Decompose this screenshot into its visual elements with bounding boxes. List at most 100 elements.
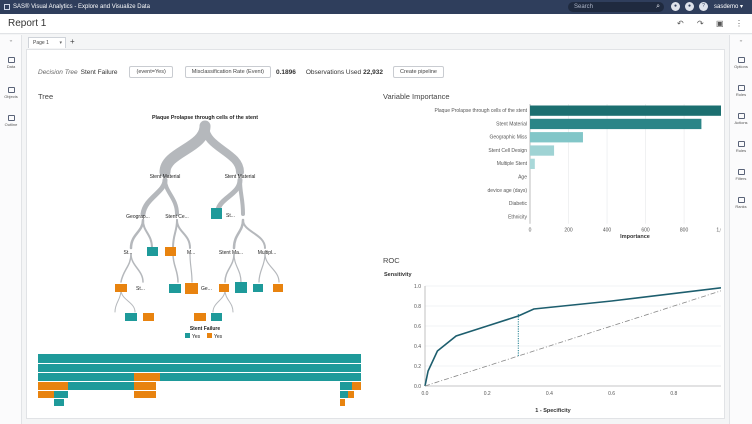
chevron-down-icon[interactable]: ▾ <box>59 40 62 46</box>
create-pipeline-button[interactable]: Create pipeline <box>393 66 444 78</box>
tree-leaf-no[interactable] <box>185 283 198 294</box>
help-circle-icon[interactable]: ● <box>671 2 680 11</box>
tree-node-label[interactable]: St... <box>226 213 235 219</box>
tree-leaf-no[interactable] <box>219 284 229 292</box>
tree-node-label[interactable]: Stent Material <box>225 174 256 180</box>
vi-tick-labels: 0 200 400 600 800 1,000 <box>529 228 721 234</box>
tree-leaf-no[interactable] <box>143 313 154 321</box>
help-icon[interactable]: ? <box>699 2 708 11</box>
left-rail-objects[interactable]: Objects <box>0 87 22 99</box>
icicle-node <box>54 399 64 406</box>
vi-bar[interactable] <box>530 158 535 169</box>
tree-node-label[interactable]: Geograp... <box>126 214 150 220</box>
roc-y-tick-label: 0.2 <box>414 364 421 370</box>
tree-root-label[interactable]: Plaque Prolapse through cells of the ste… <box>152 115 258 121</box>
roc-baseline[interactable] <box>424 286 721 387</box>
tree-node-label[interactable]: St... <box>124 250 133 256</box>
tree-node-label[interactable]: M... <box>187 250 195 256</box>
tree-leaf-yes[interactable] <box>253 284 263 292</box>
actions-icon <box>737 113 745 119</box>
right-rail-options[interactable]: Options <box>730 57 752 69</box>
roc-y-tick-label: 1.0 <box>414 284 421 290</box>
save-icon[interactable]: ▣ <box>716 19 724 28</box>
right-rail-rules[interactable]: Rules <box>730 141 752 153</box>
vi-tick-label: 1,000 <box>716 228 721 234</box>
vi-bar[interactable] <box>530 118 702 130</box>
tree-node-label[interactable]: Stent Ma... <box>219 250 243 256</box>
vi-bar[interactable] <box>530 132 583 143</box>
tree-leaf-yes[interactable] <box>169 284 181 293</box>
right-rail-filters[interactable]: Filters <box>730 169 752 181</box>
right-rail-label: Roles <box>735 92 747 97</box>
metric-select-button[interactable]: Misclassification Rate (Event) <box>184 66 271 78</box>
left-rail-label: Data <box>6 64 16 69</box>
tree-leaf-no[interactable] <box>165 247 176 256</box>
collapse-left-icon[interactable]: ‹‹ <box>9 38 13 43</box>
left-rail-data[interactable]: Data <box>0 57 22 69</box>
icicle-node <box>160 373 340 381</box>
icicle-node <box>348 391 354 398</box>
roc-x-tick-label: 0.8 <box>670 391 677 397</box>
collapse-right-icon[interactable]: ›› <box>739 38 743 43</box>
legend-swatch-no <box>207 333 212 338</box>
right-rail-ranks[interactable]: Ranks <box>730 197 752 209</box>
app-title: SAS® Visual Analytics - Explore and Visu… <box>13 4 150 10</box>
tree-leaf-no[interactable] <box>194 313 206 321</box>
redo-icon[interactable]: ↷ <box>697 19 704 28</box>
icicle-node <box>340 382 352 390</box>
add-page-icon[interactable]: + <box>70 37 75 46</box>
tree-node-label[interactable]: Stent Material <box>150 174 181 180</box>
icicle-node <box>68 382 134 390</box>
vi-tick-label: 600 <box>641 228 650 234</box>
search-icon[interactable]: ⌕ <box>656 3 660 10</box>
tree-leaf-yes[interactable] <box>211 313 222 321</box>
event-button[interactable]: (event=Yes) <box>129 66 173 78</box>
tree-leaf-yes[interactable] <box>211 208 222 219</box>
user-menu[interactable]: sasdemo ▾ <box>714 4 744 10</box>
database-icon <box>7 57 15 63</box>
decision-tree[interactable]: Plaque Prolapse through cells of the ste… <box>35 102 365 340</box>
roc-x-tick-label: 0.6 <box>608 391 615 397</box>
roc-chart[interactable]: Sensitivity 0.00.0 0.2 0.2 0.4 0.4 0.6 0.6 0.8 0… <box>381 256 721 416</box>
tree-leaf-no[interactable] <box>115 284 127 292</box>
tab-page-1[interactable]: Page 1 ▾ <box>28 37 66 48</box>
tree-node-label[interactable]: Stent Ce... <box>165 214 189 220</box>
icicle-node <box>160 364 361 372</box>
vi-bar[interactable] <box>530 145 555 156</box>
apps-grid-icon[interactable] <box>4 4 10 10</box>
legend-label-no: Yes <box>214 334 223 340</box>
tree-node-label[interactable]: Ge... <box>201 286 212 292</box>
search-input[interactable]: Search ⌕ <box>568 2 664 12</box>
tree-overview-icicle[interactable] <box>38 354 361 409</box>
more-icon[interactable]: ⋮ <box>735 19 743 28</box>
undo-icon[interactable]: ↶ <box>677 19 684 28</box>
vi-category-label: Stent Material <box>496 121 527 127</box>
tree-leaf-no[interactable] <box>273 284 283 292</box>
icicle-node <box>38 391 54 398</box>
left-rail-outline[interactable]: Outline <box>0 115 22 127</box>
tree-leaf-yes[interactable] <box>125 313 137 321</box>
notifications-icon[interactable]: ● <box>685 2 694 11</box>
icicle-node <box>134 382 156 390</box>
roc-y-tick-label: 0.6 <box>414 324 421 330</box>
tree-node-label[interactable]: Multipl... <box>258 250 277 256</box>
right-rail-actions[interactable]: Actions <box>730 113 752 125</box>
vi-category-label: Stent Cell Design <box>488 148 527 154</box>
app-logo[interactable]: SAS® Visual Analytics - Explore and Visu… <box>4 4 150 10</box>
tree-title: Tree <box>38 92 54 101</box>
vi-bar[interactable] <box>530 105 721 116</box>
objects-icon <box>7 87 15 93</box>
roc-curve[interactable] <box>424 286 721 387</box>
tree-node-label[interactable]: St... <box>136 286 145 292</box>
model-target: Stent Failure <box>80 68 118 76</box>
tree-leaf-yes[interactable] <box>147 247 158 256</box>
roles-icon <box>737 85 745 91</box>
tree-leaf-yes[interactable] <box>235 282 247 293</box>
variable-importance-chart[interactable]: Plaque Prolapse through cells of the ste… <box>381 102 721 242</box>
right-rail-roles[interactable]: Roles <box>730 85 752 97</box>
vi-bars <box>530 105 721 169</box>
report-titlebar: Report 1 ↶ ↷ ▣ ⋮ <box>0 14 752 34</box>
roc-x-tick-label: 0.0 <box>422 391 429 397</box>
roc-y-axis-label: Sensitivity <box>384 272 412 278</box>
tree-legend-title: Stent Failure <box>190 326 221 332</box>
